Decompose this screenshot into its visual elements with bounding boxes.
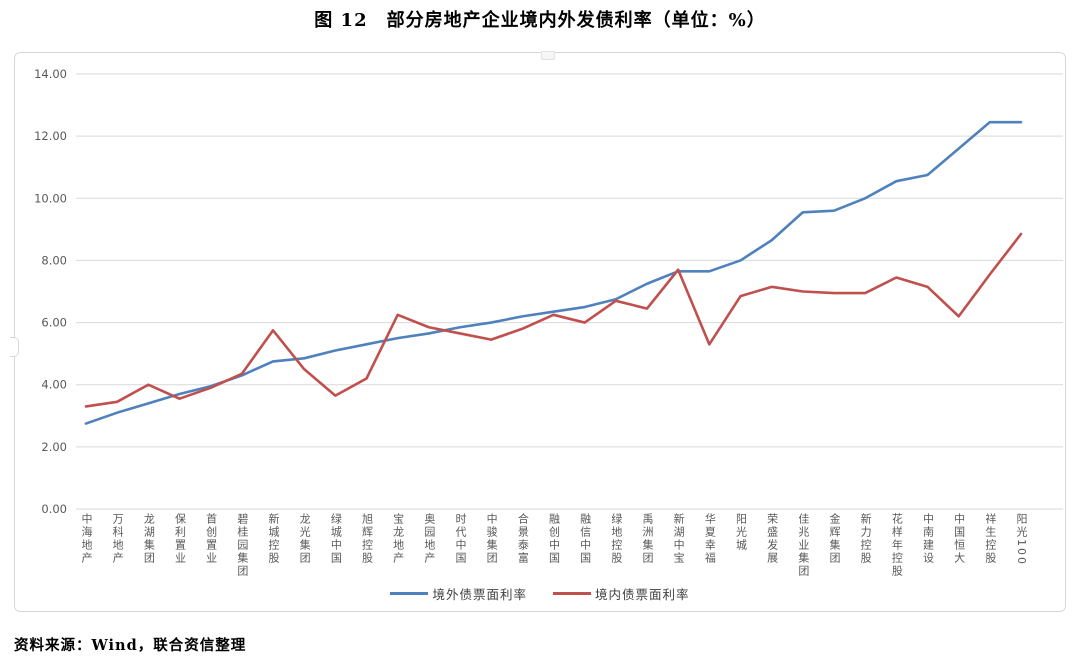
legend-label-onshore: 境内债票面利率: [595, 587, 690, 602]
chart-top-handle: [541, 51, 555, 60]
offshore-series-swatch: [390, 592, 429, 595]
y-tick-label: 2.00: [41, 440, 67, 454]
legend-item-offshore: 境外债票面利率: [390, 584, 527, 603]
legend-label-offshore: 境外债票面利率: [432, 587, 527, 602]
chart-legend: 境外债票面利率 境内债票面利率: [15, 584, 1065, 603]
source-note: 资料来源：Wind，联合资信整理: [14, 637, 247, 654]
y-tick-label: 12.00: [34, 129, 67, 143]
legend-item-onshore: 境内债票面利率: [553, 584, 690, 603]
series-line-1: [84, 232, 1023, 408]
y-tick-label: 10.00: [34, 191, 67, 205]
y-tick-label: 4.00: [41, 378, 67, 392]
series-line-0: [84, 120, 1023, 425]
y-tick-label: 14.00: [34, 67, 67, 81]
line-chart-canvas: 0.00 2.00 4.00 6.00 8.00 10.00 12.00 14.00: [34, 67, 1063, 516]
y-tick-label: 8.00: [41, 253, 67, 267]
chart-left-handle: [10, 337, 19, 357]
chart-area: 0.00 2.00 4.00 6.00 8.00 10.00 12.00 14.00 中海地产…: [10, 51, 1066, 612]
chart-title: 图 12 部分房地产企业境内外发债利率（单位：%）: [314, 10, 766, 31]
y-tick-label: 6.00: [41, 316, 67, 330]
onshore-series-swatch: [553, 592, 591, 595]
y-tick-label: 0.00: [41, 502, 67, 516]
